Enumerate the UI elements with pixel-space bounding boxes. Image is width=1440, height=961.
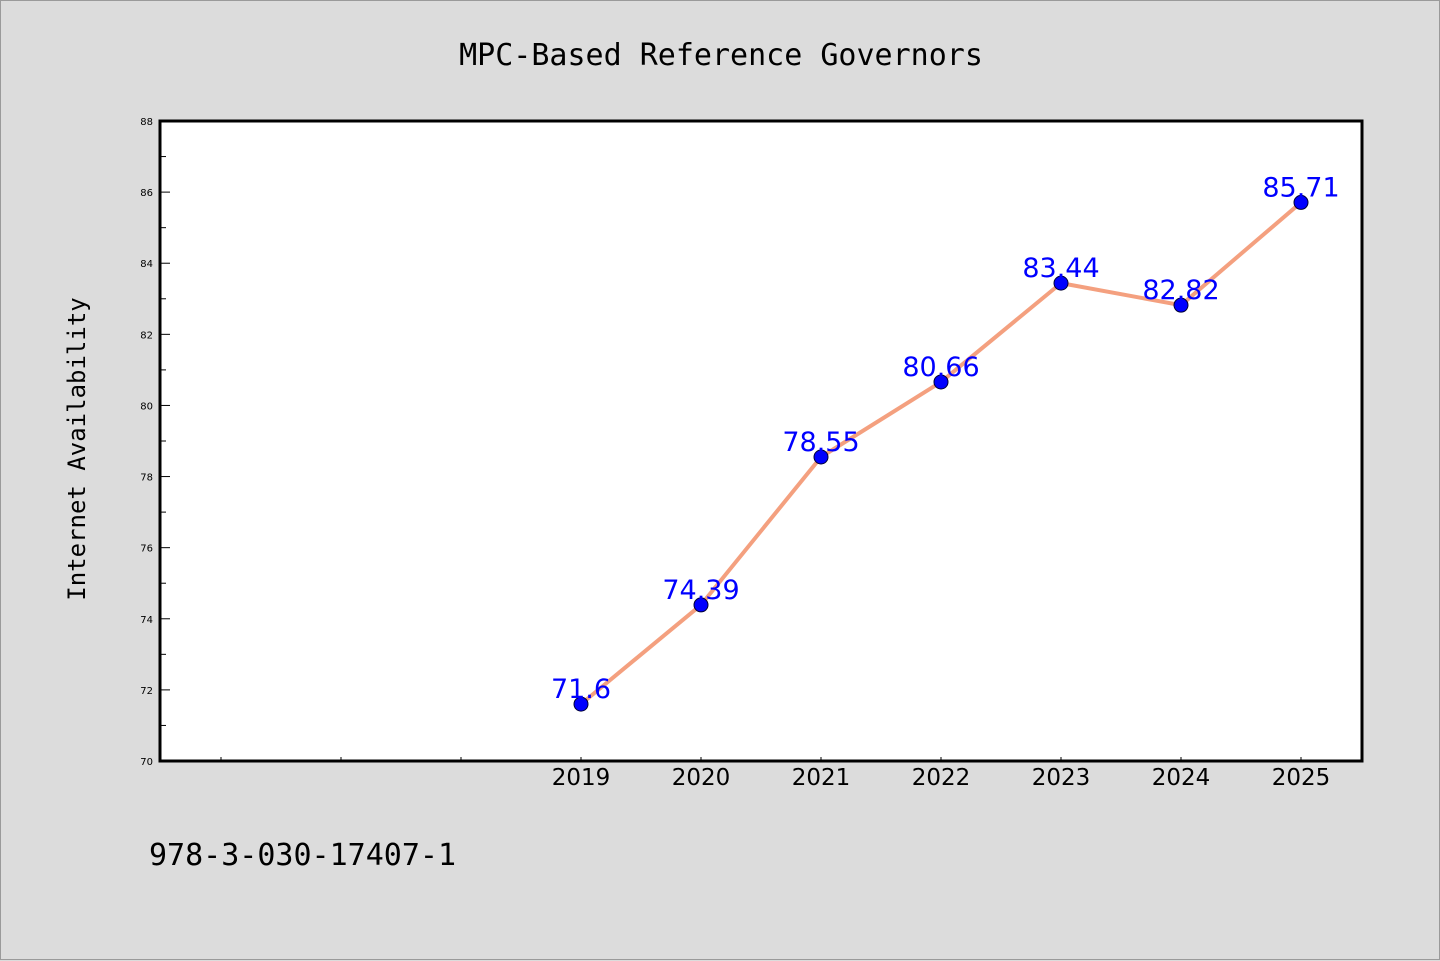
y-tick-label: 70	[140, 757, 153, 768]
x-tick-label: 2021	[792, 765, 851, 791]
y-tick-label: 78	[140, 473, 153, 484]
y-axis-ticks: 70 72 74 76 78 80 82 84 86 88	[140, 117, 170, 768]
data-label: 78.55	[782, 427, 859, 458]
data-label: 85.71	[1262, 172, 1339, 203]
data-point-marker	[813, 449, 829, 465]
data-label: 80.66	[902, 352, 979, 383]
data-label: 83.44	[1022, 253, 1099, 284]
y-tick-label: 84	[140, 259, 153, 270]
data-label: 71.6	[551, 674, 611, 705]
y-tick-label: 74	[140, 615, 153, 626]
x-tick-label: 2022	[912, 765, 971, 791]
y-tick-label: 72	[140, 686, 153, 697]
x-tick-label: 2024	[1152, 765, 1211, 791]
y-tick-label: 86	[140, 188, 153, 199]
y-tick-label: 80	[140, 401, 153, 412]
y-tick-label: 82	[140, 330, 153, 341]
y-tick-label: 76	[140, 544, 153, 555]
plot-area	[158, 119, 1364, 763]
data-labels: 71.6 74.39 78.55 80.66 83.44 82.82 85.71	[551, 172, 1340, 705]
y-tick-label: 88	[140, 117, 153, 128]
data-point-marker	[573, 696, 589, 712]
y-axis-label: Internet Availability	[63, 297, 91, 600]
x-tick-label: 2023	[1032, 765, 1091, 791]
x-axis-ticks: 2019 2020 2021 2022 2023 2024 2025	[220, 757, 1331, 791]
data-point-marker	[1293, 194, 1309, 210]
data-label: 82.82	[1142, 275, 1219, 306]
data-markers	[573, 194, 1309, 712]
data-point-marker	[933, 374, 949, 390]
chart-title: MPC-Based Reference Governors	[459, 38, 983, 73]
data-label: 74.39	[662, 575, 739, 606]
x-tick-label: 2020	[672, 765, 731, 791]
isbn-text: 978-3-030-17407-1	[149, 838, 456, 873]
data-point-marker	[693, 597, 709, 613]
x-tick-label: 2025	[1272, 765, 1331, 791]
data-point-marker	[1173, 297, 1189, 313]
x-tick-label: 2019	[552, 765, 611, 791]
data-point-marker	[1053, 275, 1069, 291]
